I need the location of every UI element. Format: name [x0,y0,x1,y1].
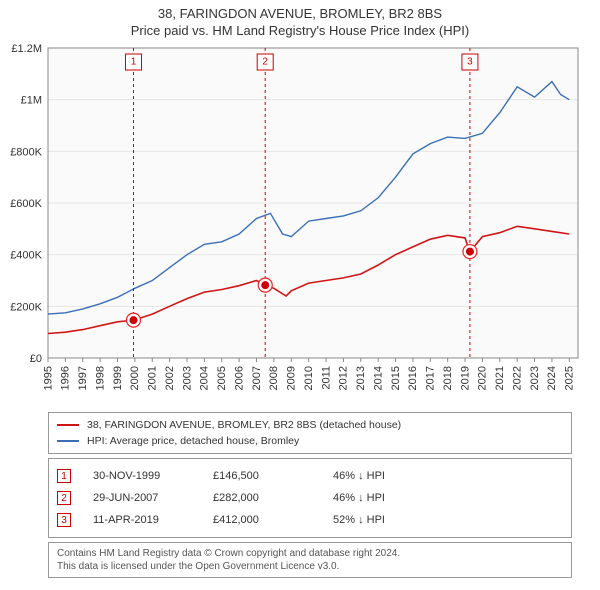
x-tick-label: 2004 [199,366,211,390]
chart-svg: £0 £200K £400K £600K £800K £1M £1.2M 1995 1996 19… [0,40,600,410]
x-tick-label: 2011 [320,366,332,390]
x-tick-label: 1996 [60,366,72,390]
tx-row-hpi: 52% ↓ HPI [333,514,385,526]
y-tick-label: £0 [30,353,42,365]
tx-marker-dot [129,316,137,324]
y-tick-label: £1.2M [11,43,42,55]
x-tick-label: 1997 [77,366,89,390]
chart-title-block: 38, FARINGDON AVENUE, BROMLEY, BR2 8BS P… [0,0,600,40]
legend-swatch [57,440,79,442]
x-tick-label: 2006 [233,366,245,390]
legend-row: HPI: Average price, detached house, Brom… [57,433,563,449]
x-tick-label: 2016 [407,366,419,390]
tx-flag-number: 2 [262,57,268,68]
title-address: 38, FARINGDON AVENUE, BROMLEY, BR2 8BS [0,6,600,21]
y-tick-label: £1M [21,95,42,107]
x-tick-label: 2003 [181,366,193,390]
tx-marker-dot [466,248,474,256]
tx-row-price: £412,000 [213,514,333,526]
x-tick-label: 2002 [164,366,176,390]
x-tick-label: 2019 [459,366,471,390]
x-tick-label: 2007 [251,366,263,390]
title-subtitle: Price paid vs. HM Land Registry's House … [0,23,600,38]
x-tick-label: 2024 [546,366,558,390]
y-tick-label: £400K [10,250,42,262]
legend-label: 38, FARINGDON AVENUE, BROMLEY, BR2 8BS (… [87,419,401,431]
x-tick-label: 1995 [42,366,54,390]
tx-flag-number: 1 [131,57,137,68]
x-tick-label: 2000 [129,366,141,390]
legend-label: HPI: Average price, detached house, Brom… [87,435,299,447]
x-tick-label: 2005 [216,366,228,390]
x-tick-label: 2018 [442,366,454,390]
footer-line1: Contains HM Land Registry data © Crown c… [57,547,563,560]
x-tick-label: 2010 [303,366,315,390]
transactions-table: 1 30-NOV-1999£146,50046% ↓ HPI 2 29-JUN-200… [48,458,572,538]
tx-marker-dot [261,281,269,289]
chart-area: £0 £200K £400K £600K £800K £1M £1.2M 1995 1996 19… [0,40,600,410]
tx-row-price: £282,000 [213,492,333,504]
legend-swatch [57,424,79,426]
x-tick-label: 2025 [564,366,576,390]
tx-row-date: 30-NOV-1999 [93,470,213,482]
tx-row-flag: 1 [57,469,71,483]
x-tick-label: 1999 [112,366,124,390]
x-tick-label: 2017 [425,366,437,390]
x-tick-label: 2022 [511,366,523,390]
y-tick-label: £800K [10,146,42,158]
y-tick-label: £200K [10,301,42,313]
tx-row-flag: 3 [57,513,71,527]
x-tick-label: 2020 [477,366,489,390]
tx-row-price: £146,500 [213,470,333,482]
legend: 38, FARINGDON AVENUE, BROMLEY, BR2 8BS (… [48,412,572,454]
x-tick-label: 2014 [372,366,384,390]
tx-row-date: 29-JUN-2007 [93,492,213,504]
tx-row-hpi: 46% ↓ HPI [333,470,385,482]
tx-row: 3 11-APR-2019£412,00052% ↓ HPI [57,509,563,531]
x-tick-label: 2012 [338,366,350,390]
x-tick-label: 1998 [94,366,106,390]
x-tick-label: 2021 [494,366,506,390]
tx-row-flag: 2 [57,491,71,505]
tx-flag-number: 3 [467,57,473,68]
tx-row: 2 29-JUN-2007£282,00046% ↓ HPI [57,487,563,509]
tx-row: 1 30-NOV-1999£146,50046% ↓ HPI [57,465,563,487]
x-tick-label: 2015 [390,366,402,390]
x-tick-label: 2013 [355,366,367,390]
footer-attribution: Contains HM Land Registry data © Crown c… [48,542,572,578]
tx-row-hpi: 46% ↓ HPI [333,492,385,504]
x-tick-label: 2023 [529,366,541,390]
y-tick-label: £600K [10,198,42,210]
x-tick-label: 2001 [147,366,159,390]
legend-row: 38, FARINGDON AVENUE, BROMLEY, BR2 8BS (… [57,417,563,433]
footer-line2: This data is licensed under the Open Gov… [57,560,563,573]
x-tick-label: 2009 [286,366,298,390]
x-tick-label: 2008 [268,366,280,390]
tx-row-date: 11-APR-2019 [93,514,213,526]
